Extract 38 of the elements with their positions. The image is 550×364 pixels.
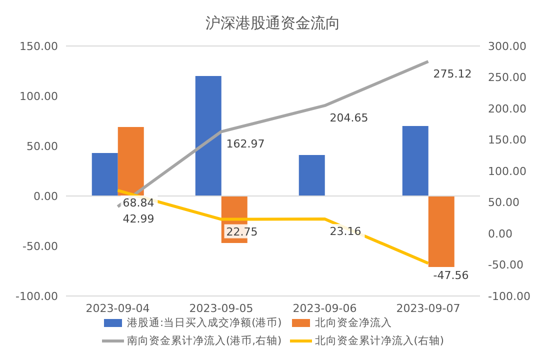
y2-tick-label: 300.00 xyxy=(488,40,526,53)
y2-tick-label: 250.00 xyxy=(488,71,526,84)
data-label: 275.12 xyxy=(433,68,472,81)
legend-label: 北向资金净流入 xyxy=(314,316,392,330)
y2-tick-label: -100.00 xyxy=(488,290,530,303)
y-tick-label: 50.00 xyxy=(26,140,58,153)
bar xyxy=(92,153,118,196)
data-label: 68.84 xyxy=(122,196,154,210)
bar xyxy=(298,155,325,196)
y-tick-label: 100.00 xyxy=(20,90,58,103)
data-label: 23.16 xyxy=(330,225,362,238)
y2-tick-label: 100.00 xyxy=(488,164,526,178)
data-label: 204.65 xyxy=(330,112,368,125)
y-tick-label: -100.00 xyxy=(16,290,58,303)
data-label: 22.75 xyxy=(226,225,258,238)
x-tick-label: 2023-09-04 xyxy=(86,302,150,315)
legend-label: 港股通:当日买入成交净额(港币) xyxy=(127,316,282,330)
y2-tick-label: 0.00 xyxy=(488,227,512,240)
data-label: -47.56 xyxy=(433,269,469,282)
data-label: 42.99 xyxy=(122,212,154,226)
y2-tick-label: 200.00 xyxy=(488,102,526,116)
y-tick-label: -50.00 xyxy=(22,240,58,253)
legend-label: 北向资金累计净流入(右轴) xyxy=(314,334,444,348)
bar xyxy=(428,196,454,267)
x-tick-label: 2023-09-06 xyxy=(292,302,357,315)
y-tick-label: 150.00 xyxy=(20,40,58,53)
y2-tick-label: 150.00 xyxy=(488,134,526,147)
bar xyxy=(195,76,222,196)
chart-title: 沪深港股通资金流向 xyxy=(204,13,342,34)
bar xyxy=(402,126,428,196)
y2-tick-label: -50.00 xyxy=(488,258,524,272)
y2-tick-label: 50.00 xyxy=(488,196,520,210)
data-label: 162.97 xyxy=(226,138,265,151)
y-tick-label: 0.00 xyxy=(34,190,58,203)
x-tick-label: 2023-09-07 xyxy=(396,302,460,315)
line-series xyxy=(116,60,430,208)
legend-label: 南向资金累计净流入(港币,右轴) xyxy=(127,334,282,348)
x-tick-label: 2023-09-05 xyxy=(189,302,254,315)
